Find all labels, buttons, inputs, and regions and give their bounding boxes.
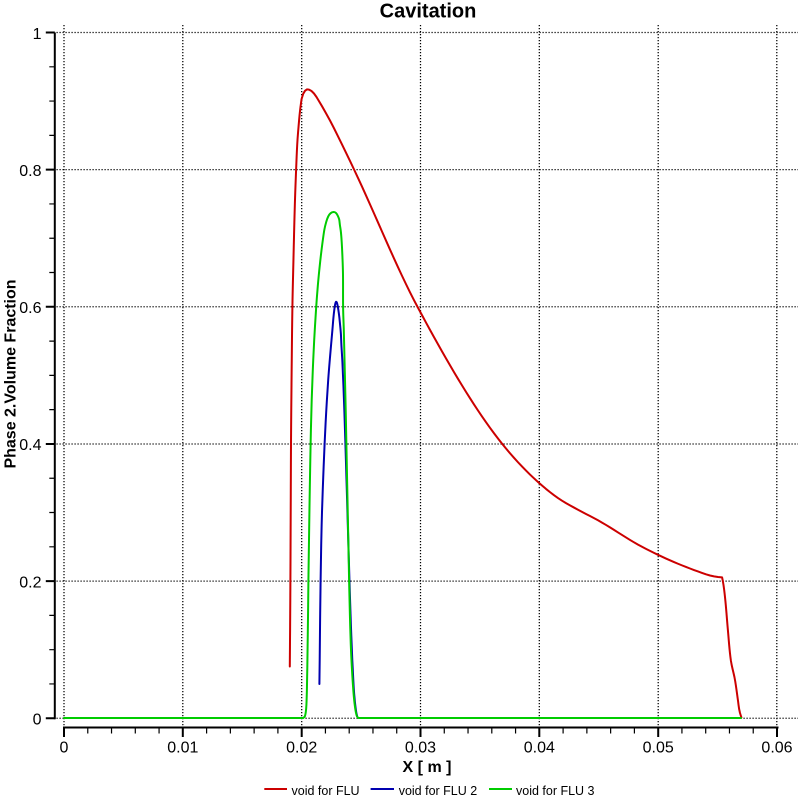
svg-text:0.03: 0.03 [405, 740, 436, 757]
svg-text:0.02: 0.02 [286, 740, 317, 757]
svg-text:0.4: 0.4 [19, 437, 41, 454]
svg-text:Phase 2.Volume Fraction: Phase 2.Volume Fraction [3, 279, 20, 468]
svg-text:0.6: 0.6 [19, 300, 41, 317]
svg-text:0.04: 0.04 [524, 740, 555, 757]
svg-text:0.8: 0.8 [19, 163, 41, 180]
svg-text:void for FLU: void for FLU [292, 784, 360, 798]
svg-text:0.01: 0.01 [167, 740, 198, 757]
svg-text:X [ m ]: X [ m ] [403, 759, 452, 776]
svg-text:void for FLU 3: void for FLU 3 [516, 784, 595, 798]
svg-text:0.05: 0.05 [643, 740, 674, 757]
svg-text:1: 1 [33, 26, 42, 43]
svg-text:0.06: 0.06 [761, 740, 792, 757]
svg-text:0: 0 [33, 712, 42, 729]
svg-text:0.2: 0.2 [19, 574, 41, 591]
svg-text:0: 0 [60, 740, 69, 757]
svg-text:Cavitation: Cavitation [380, 1, 477, 23]
svg-text:void for FLU 2: void for FLU 2 [399, 784, 478, 798]
